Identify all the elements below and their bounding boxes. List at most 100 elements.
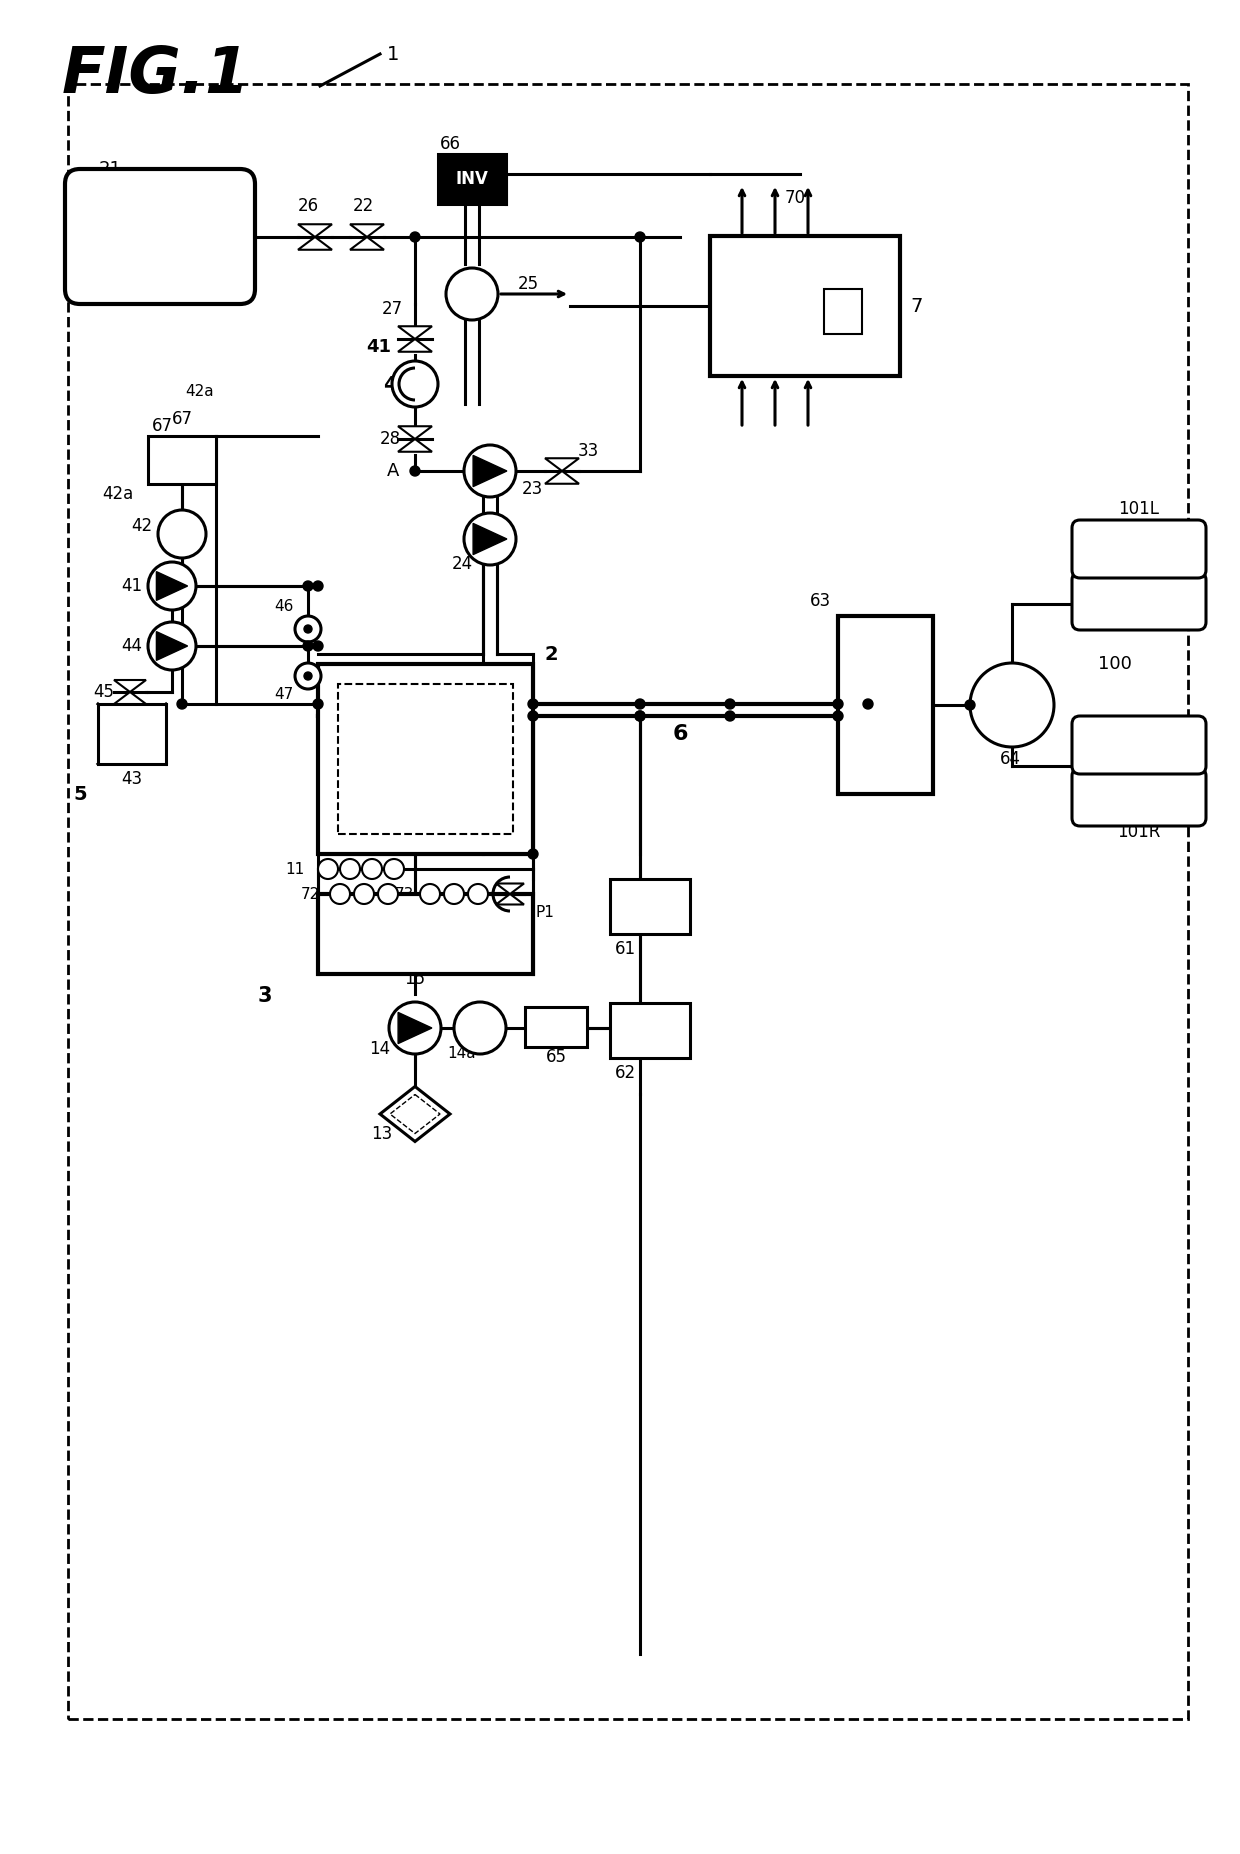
FancyBboxPatch shape	[64, 169, 255, 304]
Circle shape	[317, 858, 339, 879]
Circle shape	[444, 884, 464, 905]
Text: 70: 70	[785, 189, 806, 208]
Circle shape	[725, 710, 735, 721]
Circle shape	[295, 664, 321, 690]
Text: CONTROLLER: CONTROLLER	[739, 298, 852, 313]
Circle shape	[863, 699, 873, 708]
Text: M: M	[471, 1020, 489, 1036]
Text: 41: 41	[367, 337, 392, 356]
Text: 101L: 101L	[1118, 501, 1159, 517]
Polygon shape	[114, 692, 146, 705]
Circle shape	[303, 580, 312, 591]
Bar	[317, 894, 533, 973]
Text: 73: 73	[394, 886, 414, 901]
Text: 2a: 2a	[436, 751, 458, 768]
Text: 27: 27	[382, 300, 403, 319]
Text: 42: 42	[131, 517, 153, 536]
Text: 33: 33	[578, 441, 599, 460]
Circle shape	[312, 580, 322, 591]
Polygon shape	[114, 680, 146, 692]
Circle shape	[833, 699, 843, 708]
Text: 13: 13	[371, 1125, 393, 1144]
Text: 22: 22	[352, 197, 373, 215]
Circle shape	[464, 445, 516, 497]
Text: 6: 6	[672, 725, 688, 743]
Circle shape	[312, 641, 322, 651]
FancyBboxPatch shape	[1073, 768, 1207, 827]
Text: 2b: 2b	[436, 703, 458, 721]
Text: 66: 66	[439, 135, 460, 154]
FancyBboxPatch shape	[1073, 573, 1207, 630]
Circle shape	[330, 884, 350, 905]
Circle shape	[965, 701, 975, 710]
Text: INV: INV	[539, 1018, 573, 1036]
Text: M: M	[1003, 695, 1021, 714]
Circle shape	[725, 699, 735, 708]
Circle shape	[635, 710, 645, 721]
Text: 41: 41	[122, 577, 143, 595]
Text: INV: INV	[166, 451, 198, 469]
Circle shape	[970, 664, 1054, 747]
Text: 16: 16	[482, 905, 502, 920]
Text: 65: 65	[546, 1048, 567, 1066]
Bar	[610, 879, 689, 934]
Polygon shape	[298, 224, 332, 237]
Text: 61: 61	[615, 940, 636, 959]
Polygon shape	[156, 632, 187, 660]
Text: INV: INV	[863, 695, 908, 716]
Circle shape	[389, 1001, 441, 1055]
Text: FIG.1: FIG.1	[62, 44, 250, 106]
Text: 7: 7	[910, 297, 923, 315]
Bar	[525, 1007, 587, 1048]
Bar	[98, 705, 166, 764]
Polygon shape	[474, 523, 507, 554]
Text: 42a: 42a	[103, 486, 134, 502]
Polygon shape	[398, 426, 432, 439]
Polygon shape	[496, 894, 525, 905]
Circle shape	[635, 232, 645, 243]
Circle shape	[454, 1001, 506, 1055]
Text: 14a: 14a	[448, 1046, 476, 1062]
Bar	[68, 83, 1188, 1719]
Text: 28: 28	[379, 430, 401, 449]
Text: 44: 44	[122, 638, 143, 654]
Text: 42a: 42a	[186, 384, 215, 399]
Circle shape	[148, 562, 196, 610]
Bar	[317, 664, 533, 855]
Text: 24: 24	[451, 554, 472, 573]
Circle shape	[378, 884, 398, 905]
FancyBboxPatch shape	[1073, 519, 1207, 578]
Polygon shape	[156, 571, 187, 601]
Text: 47: 47	[274, 686, 294, 701]
Text: 63: 63	[810, 591, 831, 610]
Text: 46: 46	[274, 599, 294, 614]
Circle shape	[635, 699, 645, 708]
Polygon shape	[350, 237, 384, 250]
Text: 21: 21	[98, 159, 122, 178]
Bar	[711, 235, 900, 376]
Bar	[610, 1003, 689, 1059]
Text: 1: 1	[387, 44, 399, 63]
Text: INV: INV	[455, 171, 489, 187]
Circle shape	[384, 858, 404, 879]
Circle shape	[303, 641, 312, 651]
Circle shape	[410, 465, 420, 476]
Circle shape	[528, 710, 538, 721]
Text: 12: 12	[389, 910, 410, 929]
Circle shape	[362, 858, 382, 879]
Text: 5: 5	[73, 784, 87, 803]
Bar	[438, 154, 506, 204]
Text: 25: 25	[517, 274, 538, 293]
Circle shape	[635, 710, 645, 721]
Circle shape	[304, 625, 312, 632]
Circle shape	[392, 362, 438, 408]
Polygon shape	[546, 471, 579, 484]
FancyBboxPatch shape	[1073, 716, 1207, 773]
Circle shape	[464, 514, 516, 565]
Polygon shape	[398, 1012, 432, 1044]
Circle shape	[410, 232, 420, 243]
Text: 72: 72	[301, 886, 320, 901]
Text: 4: 4	[383, 375, 397, 393]
Text: M: M	[174, 525, 191, 543]
Circle shape	[295, 616, 321, 641]
